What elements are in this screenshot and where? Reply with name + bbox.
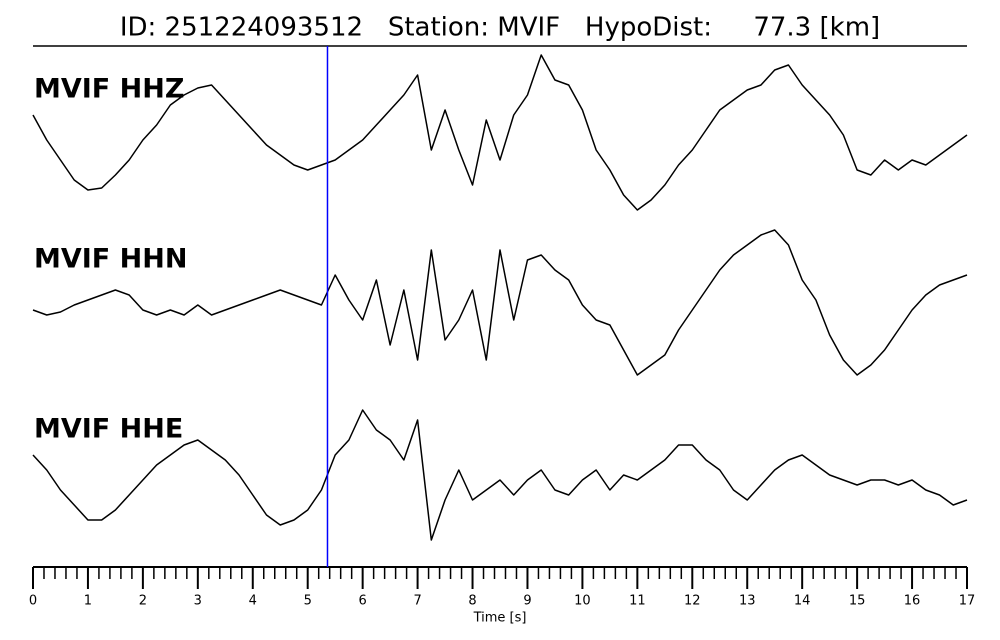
trace bbox=[32, 409, 968, 541]
x-tick-label: 6 bbox=[359, 594, 367, 609]
x-tick-label: 0 bbox=[29, 594, 37, 609]
x-tick-label: 1 bbox=[84, 594, 92, 609]
x-tick-label: 14 bbox=[794, 594, 811, 609]
x-tick-label: 3 bbox=[194, 594, 202, 609]
trace bbox=[32, 54, 968, 211]
x-tick-label: 11 bbox=[629, 594, 646, 609]
x-axis-label: Time [s] bbox=[473, 611, 527, 626]
x-tick-label: 9 bbox=[523, 594, 531, 609]
x-tick-label: 16 bbox=[904, 594, 921, 609]
trace-label: MVIF HHE bbox=[34, 414, 183, 445]
x-tick-label: 8 bbox=[468, 594, 476, 609]
x-tick-label: 13 bbox=[739, 594, 756, 609]
x-tick-label: 4 bbox=[249, 594, 257, 609]
x-tick-label: 12 bbox=[684, 594, 701, 609]
trace bbox=[32, 229, 968, 376]
x-tick-label: 17 bbox=[959, 594, 976, 609]
x-tick-label: 15 bbox=[849, 594, 866, 609]
x-tick-label: 7 bbox=[413, 594, 421, 609]
x-tick-label: 5 bbox=[304, 594, 312, 609]
trace-label: MVIF HHN bbox=[34, 244, 187, 275]
trace-label: MVIF HHZ bbox=[34, 74, 184, 105]
x-tick-label: 10 bbox=[574, 594, 591, 609]
chart-title: ID: 251224093512 Station: MVIF HypoDist:… bbox=[120, 13, 880, 43]
x-tick-label: 2 bbox=[139, 594, 147, 609]
